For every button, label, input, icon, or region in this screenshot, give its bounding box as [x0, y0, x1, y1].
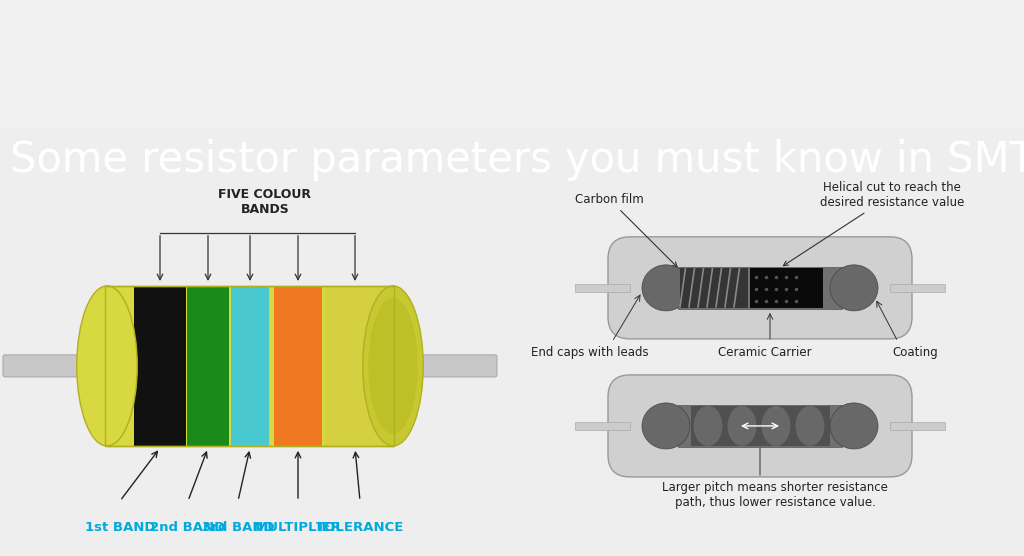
Bar: [750, 268, 823, 308]
Ellipse shape: [727, 406, 757, 446]
Bar: [575, 422, 630, 430]
Ellipse shape: [77, 286, 137, 446]
Bar: [678, 267, 842, 309]
Bar: [680, 268, 748, 308]
Text: Some resistor parameters you must know in SMT process: Some resistor parameters you must know i…: [10, 139, 1024, 181]
Bar: [678, 405, 842, 447]
FancyBboxPatch shape: [3, 355, 86, 377]
Text: 1st BAND: 1st BAND: [85, 521, 156, 534]
Ellipse shape: [362, 286, 423, 446]
Text: 3rd BAND: 3rd BAND: [202, 521, 274, 534]
Text: 2nd BAND: 2nd BAND: [151, 521, 225, 534]
Text: MULTIPLIER: MULTIPLIER: [255, 521, 341, 534]
Ellipse shape: [693, 406, 723, 446]
Bar: [106, 286, 392, 446]
Ellipse shape: [642, 403, 690, 449]
Text: Larger pitch means shorter resistance
path, thus lower resistance value.: Larger pitch means shorter resistance pa…: [663, 481, 888, 509]
Bar: [187, 286, 229, 446]
Bar: [274, 286, 322, 446]
Text: Helical cut to reach the
desired resistance value: Helical cut to reach the desired resista…: [783, 181, 965, 266]
FancyBboxPatch shape: [608, 237, 912, 339]
Ellipse shape: [642, 265, 690, 311]
Bar: [890, 422, 945, 430]
Bar: [890, 284, 945, 292]
Bar: [134, 286, 186, 446]
Bar: [691, 406, 830, 446]
Text: Coating: Coating: [892, 346, 938, 359]
Ellipse shape: [796, 406, 824, 446]
Text: End caps with leads: End caps with leads: [531, 346, 649, 359]
FancyBboxPatch shape: [608, 375, 912, 477]
Ellipse shape: [369, 298, 418, 434]
Ellipse shape: [830, 265, 878, 311]
Bar: [575, 284, 630, 292]
Text: TOLERANCE: TOLERANCE: [315, 521, 404, 534]
FancyBboxPatch shape: [414, 355, 497, 377]
Text: Ceramic Carrier: Ceramic Carrier: [718, 346, 812, 359]
Text: FIVE COLOUR
BANDS: FIVE COLOUR BANDS: [218, 188, 311, 216]
Ellipse shape: [762, 406, 791, 446]
Ellipse shape: [830, 403, 878, 449]
Bar: [231, 286, 269, 446]
Bar: [325, 286, 385, 446]
Text: Carbon film: Carbon film: [575, 193, 677, 267]
Bar: [105, 286, 394, 446]
